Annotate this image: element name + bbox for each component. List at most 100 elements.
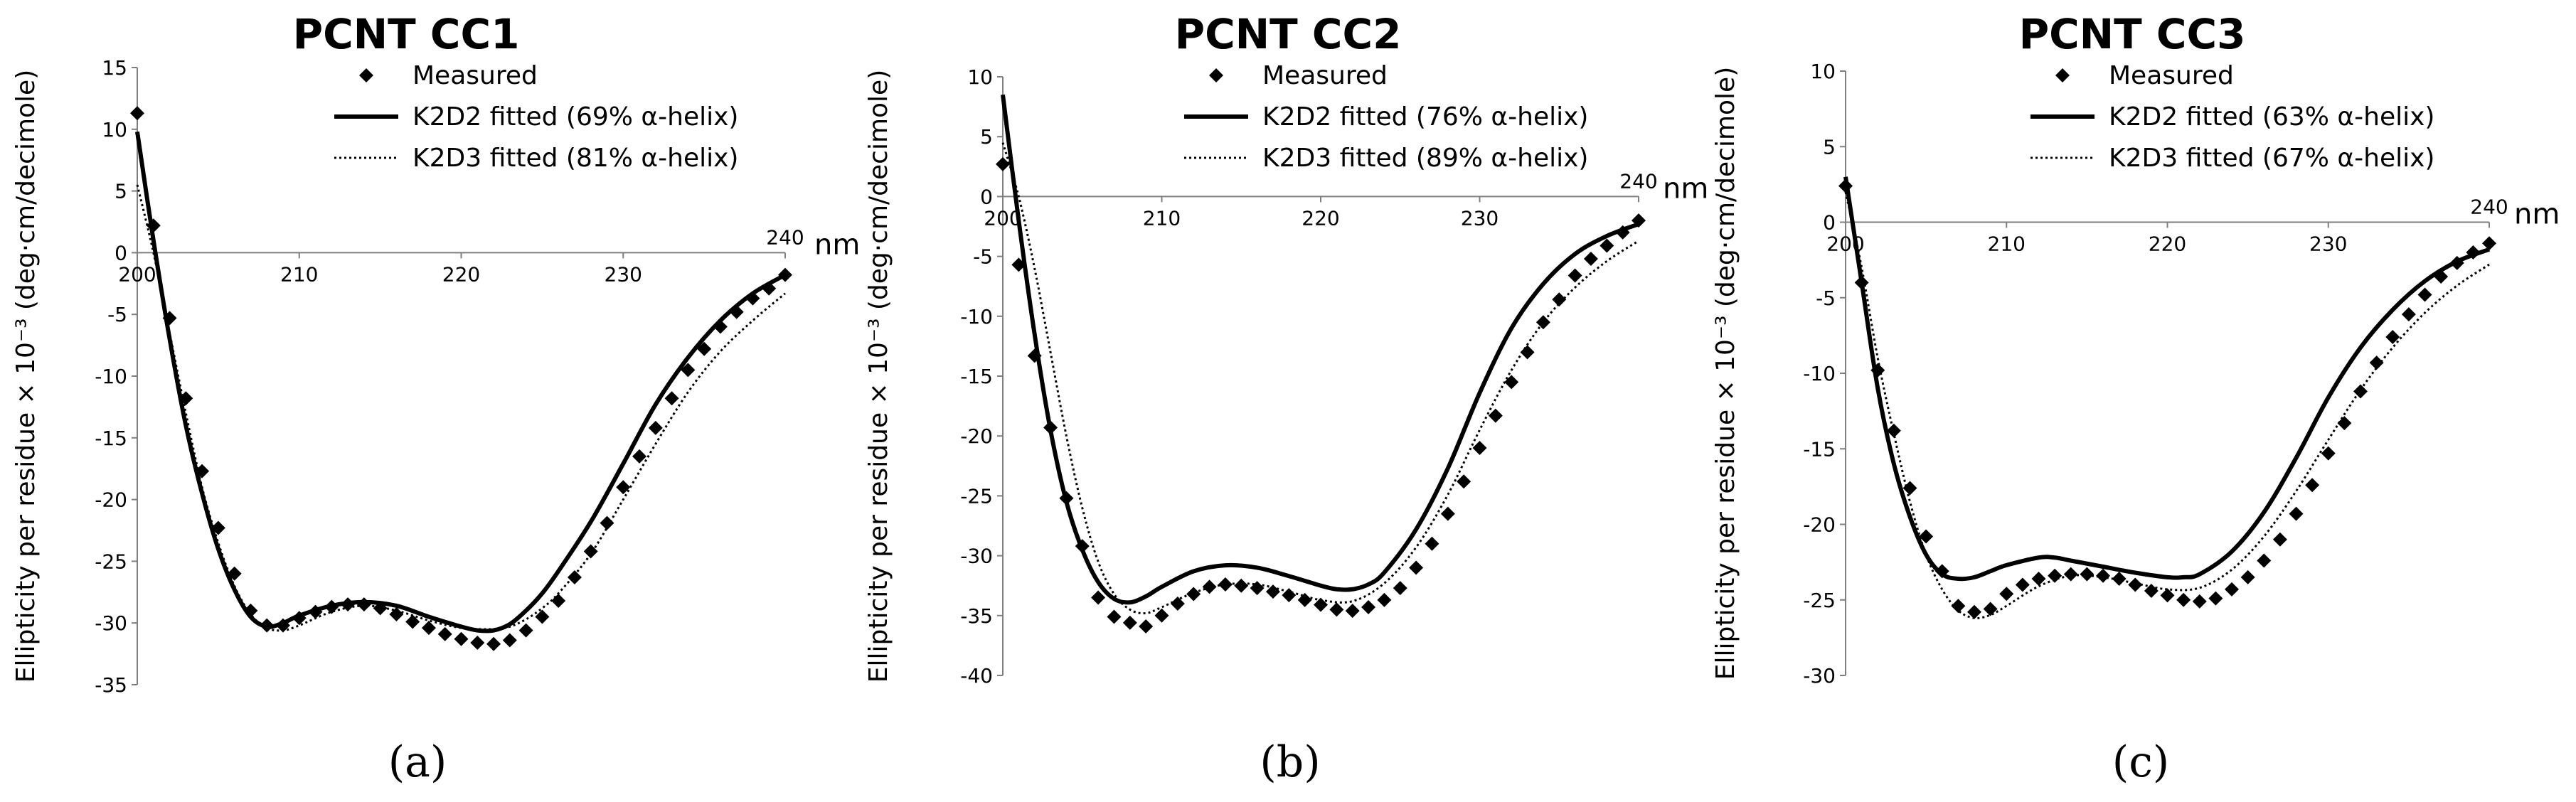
legend-entry: Measured [2109,61,2234,90]
measured-point [681,363,696,378]
measured-point [1122,615,1137,630]
measured-point [470,635,485,650]
x-tick-label: 200 [118,262,156,286]
legend-entry: K2D3 fitted (89% α-helix) [1262,144,1588,173]
x-tick-label: 220 [442,262,480,286]
measured-point [502,633,517,648]
y-axis-label: Ellipticity per residue × 10⁻³ (deg·cm/d… [11,70,41,683]
x-unit-label: nm [1663,172,1708,205]
y-tick-label: -15 [1803,437,1836,461]
measured-point [1345,604,1360,619]
measured-point [567,570,582,584]
y-tick-label: -25 [1803,589,1836,612]
legend-entry: K2D2 fitted (76% α-helix) [1262,102,1588,132]
measured-point [2144,584,2159,598]
measured-point [1425,536,1439,551]
legend: Measured K2D2 fitted (63% α-helix) K2D3 fi… [2031,61,2434,173]
y-tick-label: 0 [115,241,127,264]
legend: Measured K2D2 fitted (69% α-helix) K2D3 fi… [334,61,738,173]
measured-point [1314,597,1328,612]
y-tick-label: -35 [960,604,993,628]
measured-point [2240,570,2255,584]
measured-point [2031,572,2046,586]
measured-point [600,515,614,530]
measured-point [389,607,404,622]
measured-point [421,621,436,636]
measured-point [535,609,550,624]
y-tick-label: -15 [95,427,127,450]
measured-point [2192,594,2207,609]
x-tick-label: 210 [280,262,318,286]
measured-point [1472,441,1487,456]
legend-marker-measured [1209,68,1223,82]
measured-point [1552,292,1567,307]
measured-point [1297,592,1312,607]
legend-entry: K2D3 fitted (67% α-helix) [2109,144,2434,173]
measured-point [2257,553,2272,568]
measured-point [1967,604,1981,619]
k2d2-fitted-line [1001,94,1640,605]
measured-point [2015,577,2030,592]
x-tick-label: 210 [1988,232,2026,256]
measured-point [2289,506,2304,521]
y-axis-label: Ellipticity per residue × 10⁻³ (deg·cm/d… [864,70,893,683]
measured-point [1536,315,1550,330]
x-unit-label: nm [814,228,860,261]
measured-point [632,449,647,464]
measured-point [1409,560,1424,575]
measured-point [2176,592,2191,607]
measured-point [1902,481,1917,496]
measured-point [2353,384,2368,399]
measured-point [2369,355,2384,370]
y-tick-label: -30 [95,611,127,635]
measured-point [1600,238,1614,253]
measured-point [2208,591,2223,606]
legend-entry: K2D2 fitted (69% α-helix) [413,102,738,132]
measured-point [2112,572,2127,586]
k2d2-fitted-line [135,131,787,633]
panel-caption: (a) [388,737,447,787]
legend-entry: Measured [1262,61,1388,90]
measured-point [1282,588,1297,603]
x-tick-label: 220 [1302,206,1339,230]
x-tick-label: 240 [2470,196,2508,219]
measured-point [454,631,469,646]
x-tick-label: 240 [1619,169,1657,193]
measured-point [616,480,631,495]
measured-point [2160,588,2175,603]
measured-point [2482,236,2496,251]
measured-point [1393,581,1407,596]
y-tick-label: -20 [960,424,993,448]
measured-point [1218,577,1233,592]
x-tick-label: 230 [605,262,642,286]
measured-point [1186,587,1201,602]
measured-point [664,391,679,406]
measured-point [996,156,1010,171]
measured-point [2401,307,2416,322]
y-tick-label: -25 [960,484,993,508]
measured-point [1440,506,1455,521]
measured-point [697,341,712,356]
measured-point [1488,408,1503,423]
panel-caption: (c) [2112,737,2169,787]
y-tick-label: 15 [102,56,127,80]
measured-point [2337,416,2352,431]
x-tick-label: 240 [766,225,804,249]
y-tick-label: 10 [102,118,127,141]
y-tick-label: 0 [980,185,993,208]
measured-point [405,614,420,629]
y-tick-label: -5 [1816,287,1836,310]
x-tick-label: 210 [1143,206,1181,230]
measured-point [1107,609,1122,624]
measured-point [1951,599,1966,614]
k2d3-fitted-line [136,184,786,632]
x-tick-label: 220 [2149,232,2186,256]
measured-point [1329,602,1344,617]
y-tick-label: 5 [115,180,127,203]
y-axis-label: Ellipticity per residue × 10⁻³ (deg·cm/d… [1711,67,1740,680]
y-tick-label: -20 [95,488,127,512]
k2d3-fitted-line [1844,191,2490,619]
measured-point [2096,568,2110,583]
measured-point [551,593,566,608]
